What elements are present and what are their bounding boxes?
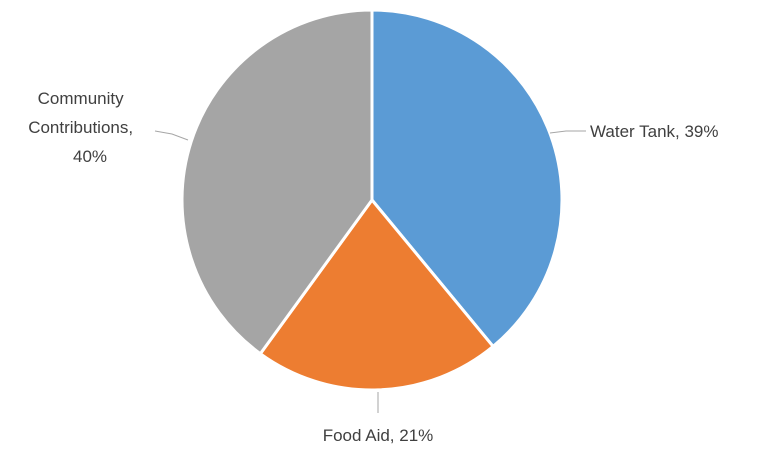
leader-line-community-contributions xyxy=(154,130,189,141)
pie-slice-community-contributions xyxy=(180,8,374,356)
pie-slice-food-aid xyxy=(258,198,495,392)
data-label-community-line-2: Contributions, xyxy=(28,118,133,137)
data-label-food-aid: Food Aid, 21% xyxy=(323,426,434,445)
slices-layer xyxy=(180,8,564,392)
data-label-community-line-3: 40% xyxy=(73,147,107,166)
data-labels: Water Tank, 39% Food Aid, 21% Community … xyxy=(28,89,718,445)
leader-line-water-tank xyxy=(549,130,586,134)
data-label-community-line-1: Community xyxy=(38,89,124,108)
pie-slice-water-tank xyxy=(370,8,564,348)
leader-lines xyxy=(154,130,586,413)
data-label-community-contributions: Community Contributions, 40% xyxy=(28,89,138,166)
data-label-water-tank: Water Tank, 39% xyxy=(590,122,719,141)
